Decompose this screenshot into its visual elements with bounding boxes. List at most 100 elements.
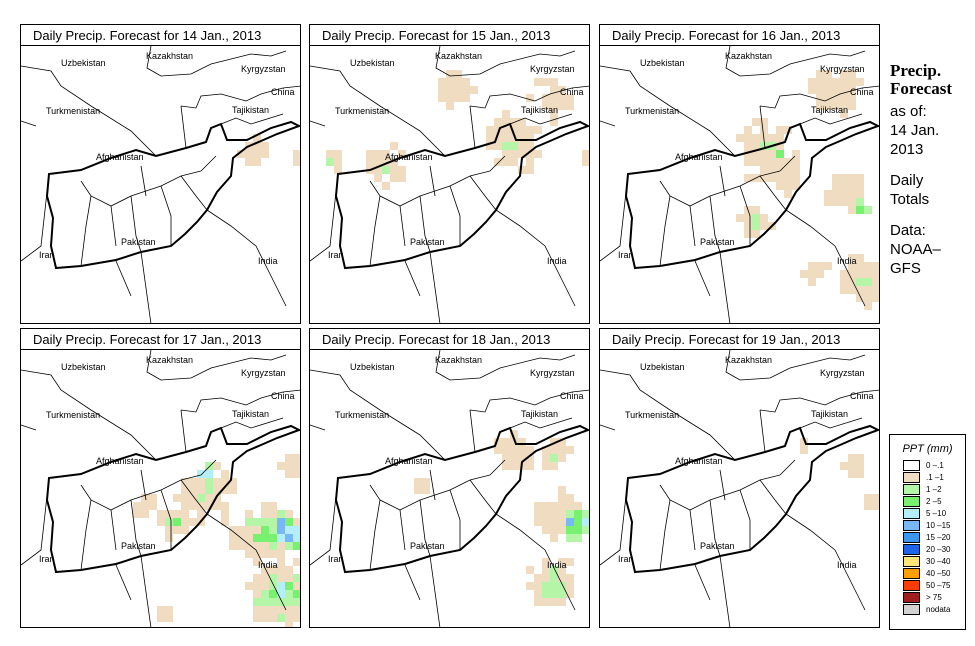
precip-cell [446,70,454,78]
precip-cell [760,158,768,166]
precip-cell [760,142,768,150]
precip-cell [261,574,269,582]
country-label-afghanistan: Afghanistan [385,152,433,162]
precip-cell [550,438,558,446]
legend-item: 40 –50 [903,567,965,579]
precip-cell [752,230,760,238]
legend-swatch [903,531,920,543]
precip-cell [277,574,285,582]
precip-cell [293,574,300,582]
precip-cell [792,158,800,166]
precip-cell [526,582,534,590]
precip-cell [438,94,446,102]
precip-cell [558,590,566,598]
precip-cell [494,438,502,446]
precip-cell [390,158,398,166]
borders [310,46,589,323]
precip-cell [261,502,269,510]
precip-cell [832,102,840,110]
precip-cell [486,142,494,150]
precip-cell [181,502,189,510]
precip-cell [269,598,277,606]
precip-cell [768,150,776,158]
precip-cell [197,510,205,518]
precip-cell [864,502,872,510]
panel-title: Daily Precip. Forecast for 17 Jan., 2013 [20,328,301,350]
precip-cell [760,126,768,134]
precip-map: Uzbekistan Kazakhstan Kyrgyzstan China Tajik… [20,46,301,324]
country-label-india: India [547,560,567,570]
country-label-uzbekistan: Uzbekistan [61,362,106,372]
precip-cell [462,78,470,86]
legend-item: 2 –5 [903,495,965,507]
precip-cell [526,446,534,454]
legend-item: 20 –30 [903,543,965,555]
precip-cell [285,566,293,574]
precip-cell [518,454,526,462]
precip-cell [382,182,390,190]
precip-cell [856,190,864,198]
forecast-panel: Daily Precip. Forecast for 14 Jan., 2013… [20,24,301,324]
precip-cell [470,86,478,94]
precip-cell [518,142,526,150]
precip-cell [760,214,768,222]
country-label-china: China [850,87,874,97]
precip-cell [502,150,510,158]
legend-item: 5 –10 [903,507,965,519]
precip-cell [205,478,213,486]
precip-cell [840,102,848,110]
precip-cell [446,94,454,102]
precip-cell [848,270,856,278]
precip-cell [550,518,558,526]
precip-cell [534,502,542,510]
title-line-2: Forecast [890,79,952,98]
precip-cell [582,526,589,534]
legend-label: 2 –5 [926,496,942,506]
forecast-panel: Daily Precip. Forecast for 16 Jan., 2013… [599,24,880,324]
precip-cell [784,174,792,182]
precip-cell [558,558,566,566]
precip-cell [293,606,300,614]
country-label-turkmenistan: Turkmenistan [335,106,390,116]
precip-cell [245,158,253,166]
precip-cell [446,102,454,110]
country-label-pakistan: Pakistan [410,541,445,551]
precip-cell [550,534,558,542]
precip-cell [261,150,269,158]
precip-cell [558,518,566,526]
country-label-afghanistan: Afghanistan [385,456,433,466]
precip-cell [550,566,558,574]
country-label-tajikistan: Tajikistan [811,105,849,115]
country-label-china: China [850,391,874,401]
country-label-kazakhstan: Kazakhstan [146,51,194,61]
precip-cell [776,150,784,158]
precip-cell [181,478,189,486]
precip-cell [189,518,197,526]
precip-cell [277,510,285,518]
precip-map: Uzbekistan Kazakhstan Kyrgyzstan China Tajik… [309,46,590,324]
precip-cell [277,526,285,534]
precip-cell [237,150,245,158]
country-label-kazakhstan: Kazakhstan [435,51,483,61]
precip-cell [285,542,293,550]
precip-cell [229,478,237,486]
precip-cell [566,510,574,518]
country-label-iran: Iran [328,554,344,564]
forecast-panel: Daily Precip. Forecast for 19 Jan., 2013… [599,328,880,628]
precip-cell [816,86,824,94]
precip-cell [269,614,277,622]
precip-cell [285,510,293,518]
precip-cell [840,286,848,294]
precip-cell [277,566,285,574]
precip-cell [840,462,848,470]
precip-cell [261,582,269,590]
precip-cell [454,94,462,102]
country-label-tajikistan: Tajikistan [232,409,270,419]
precip-cell [768,158,776,166]
precip-cell [494,134,502,142]
legend-item: 30 –40 [903,555,965,567]
country-label-uzbekistan: Uzbekistan [350,58,395,68]
precip-cell [374,158,382,166]
precip-cell [261,606,269,614]
data-source-1: NOAA– [890,241,941,258]
